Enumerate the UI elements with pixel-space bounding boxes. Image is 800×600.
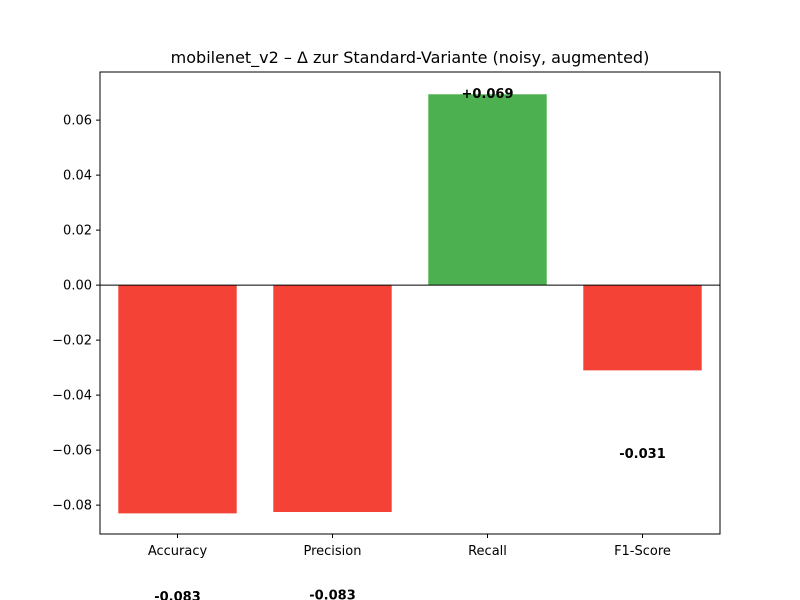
bars-group <box>118 94 702 514</box>
y-tick-label: 0.06 <box>63 114 92 129</box>
y-tick-label: 0.04 <box>63 169 92 184</box>
data-labels-group: -0.083 -0.083 +0.069 -0.031 <box>154 87 666 600</box>
y-axis: −0.08 −0.06 −0.04 −0.02 0.00 0.02 0.04 0.06 <box>52 114 100 514</box>
plot-frame <box>99 71 721 535</box>
y-tick-label: −0.04 <box>52 389 92 404</box>
y-tick-label: 0.00 <box>63 279 92 294</box>
data-label-accuracy: -0.083 <box>154 590 201 600</box>
y-tick-label: −0.06 <box>52 444 92 459</box>
bar-f1-score <box>583 285 702 371</box>
bar-accuracy <box>118 285 237 514</box>
x-tick-label: Precision <box>303 544 361 559</box>
chart-title: mobilenet_v2 – Δ zur Standard-Variante (… <box>171 48 650 68</box>
y-tick-label: −0.02 <box>52 334 92 349</box>
x-tick-label: Recall <box>468 544 507 559</box>
data-label-precision: -0.083 <box>309 589 356 600</box>
x-tick-label: Accuracy <box>148 544 208 559</box>
bar-recall <box>428 94 547 286</box>
data-label-f1-score: -0.031 <box>619 447 666 462</box>
data-label-recall: +0.069 <box>461 87 513 102</box>
y-tick-label: −0.08 <box>52 499 92 514</box>
x-axis: Accuracy Precision Recall F1-Score <box>148 534 671 559</box>
x-tick-label: F1-Score <box>614 544 671 559</box>
bar-precision <box>273 285 392 512</box>
y-tick-label: 0.02 <box>63 224 92 239</box>
